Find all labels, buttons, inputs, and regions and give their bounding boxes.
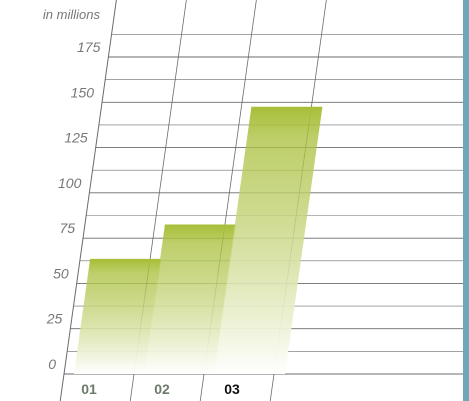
bar-03: 03: [214, 107, 323, 374]
y-tick-label: 75: [59, 220, 75, 236]
y-axis-line: [59, 0, 117, 401]
y-tick-label: 175: [77, 39, 101, 55]
y-tick-label: 0: [48, 356, 56, 372]
x-tick-label-03: 03: [224, 381, 240, 397]
unit-label: in millions: [42, 7, 100, 22]
x-tick-label-01: 01: [81, 381, 97, 397]
right-edge-band: [463, 0, 469, 401]
y-tick-label: 125: [64, 130, 88, 146]
bar-01: 01: [74, 259, 161, 374]
y-tick-label: 25: [46, 311, 63, 327]
y-tick-label: 100: [58, 175, 82, 191]
y-tick-label: 150: [71, 84, 95, 100]
x-tick-label-02: 02: [154, 381, 170, 397]
y-tick-label: 50: [53, 265, 69, 281]
bar-02: 02: [144, 225, 236, 374]
